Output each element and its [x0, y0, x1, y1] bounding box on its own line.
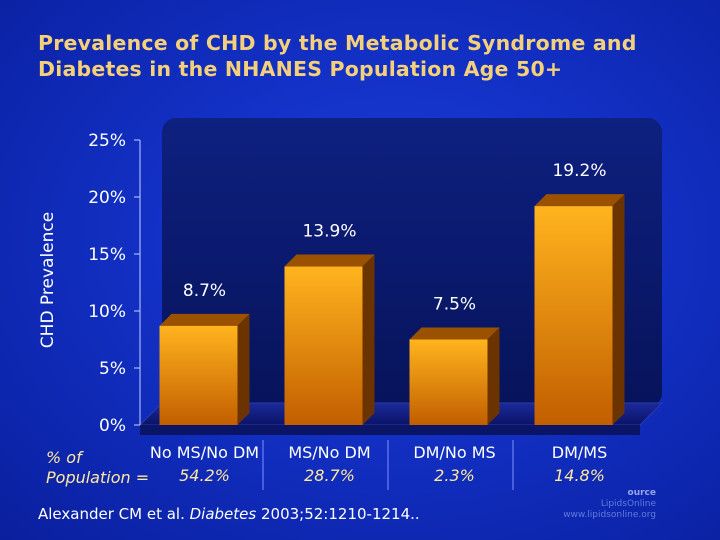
bar-3	[409, 327, 500, 425]
y-tick-label: 5%	[99, 359, 126, 379]
bar-side	[487, 327, 500, 425]
bar-2	[284, 254, 375, 425]
y-axis: 0% 5% 10% 15% 20% 25%	[88, 131, 141, 436]
bar-front	[159, 325, 238, 425]
bar-side	[362, 254, 375, 425]
y-tick-label: 10%	[88, 302, 126, 322]
category-label-1: No MS/No DM	[150, 443, 259, 462]
y-tick-label: 20%	[88, 188, 126, 208]
citation-suffix: 2003;52:1210-1214..	[256, 505, 420, 523]
y-tick-label: 0%	[99, 416, 126, 436]
bar-1	[159, 313, 250, 425]
citation-journal: Diabetes	[189, 505, 257, 523]
title-line-1: Prevalence of CHD by the Metabolic Syndr…	[38, 31, 637, 55]
bar-4	[534, 194, 625, 425]
population-caption-line-2: Population =	[46, 468, 150, 487]
data-label-3: 7.5%	[433, 295, 476, 315]
population-share-1: 54.2%	[179, 466, 230, 485]
watermark-line-1: ource	[627, 488, 656, 498]
bar-side	[612, 194, 625, 425]
category-label-4: DM/MS	[552, 443, 607, 462]
source-watermark: ource LipidsOnline www.lipidsonline.org	[563, 488, 656, 521]
population-share-3: 2.3%	[434, 466, 475, 485]
slide-title: Prevalence of CHD by the Metabolic Syndr…	[38, 30, 698, 82]
watermark-line-3: www.lipidsonline.org	[563, 510, 656, 520]
category-label-2: MS/No DM	[288, 443, 370, 462]
data-label-2: 13.9%	[302, 222, 356, 242]
bar-front	[534, 206, 613, 425]
bar-side	[237, 313, 250, 425]
bar-top	[409, 327, 500, 340]
data-label-4: 19.2%	[552, 161, 606, 181]
bar-top	[284, 254, 375, 267]
bars-group	[159, 194, 625, 425]
labels-group: 8.7% No MS/No DM 54.2% 13.9% MS/No DM 28.7% 7.…	[150, 161, 607, 490]
bar-top	[159, 313, 250, 326]
watermark-line-2: LipidsOnline	[600, 499, 656, 509]
bar-top	[534, 194, 625, 207]
population-caption: % of Population =	[46, 448, 149, 488]
y-tick-label: 15%	[88, 245, 126, 265]
population-share-4: 14.8%	[554, 466, 605, 485]
citation-prefix: Alexander CM et al.	[38, 505, 190, 523]
citation: Alexander CM et al. Diabetes 2003;52:121…	[38, 505, 420, 523]
population-caption-line-1: % of	[46, 448, 82, 467]
data-label-1: 8.7%	[183, 281, 226, 301]
population-share-2: 28.7%	[304, 466, 355, 485]
category-label-3: DM/No MS	[413, 443, 495, 462]
title-line-2: Diabetes in the NHANES Population Age 50…	[38, 57, 563, 81]
bar-front	[409, 339, 488, 425]
y-tick-label: 25%	[88, 131, 126, 151]
plot-floor-edge	[140, 425, 640, 435]
bar-front	[284, 266, 363, 425]
